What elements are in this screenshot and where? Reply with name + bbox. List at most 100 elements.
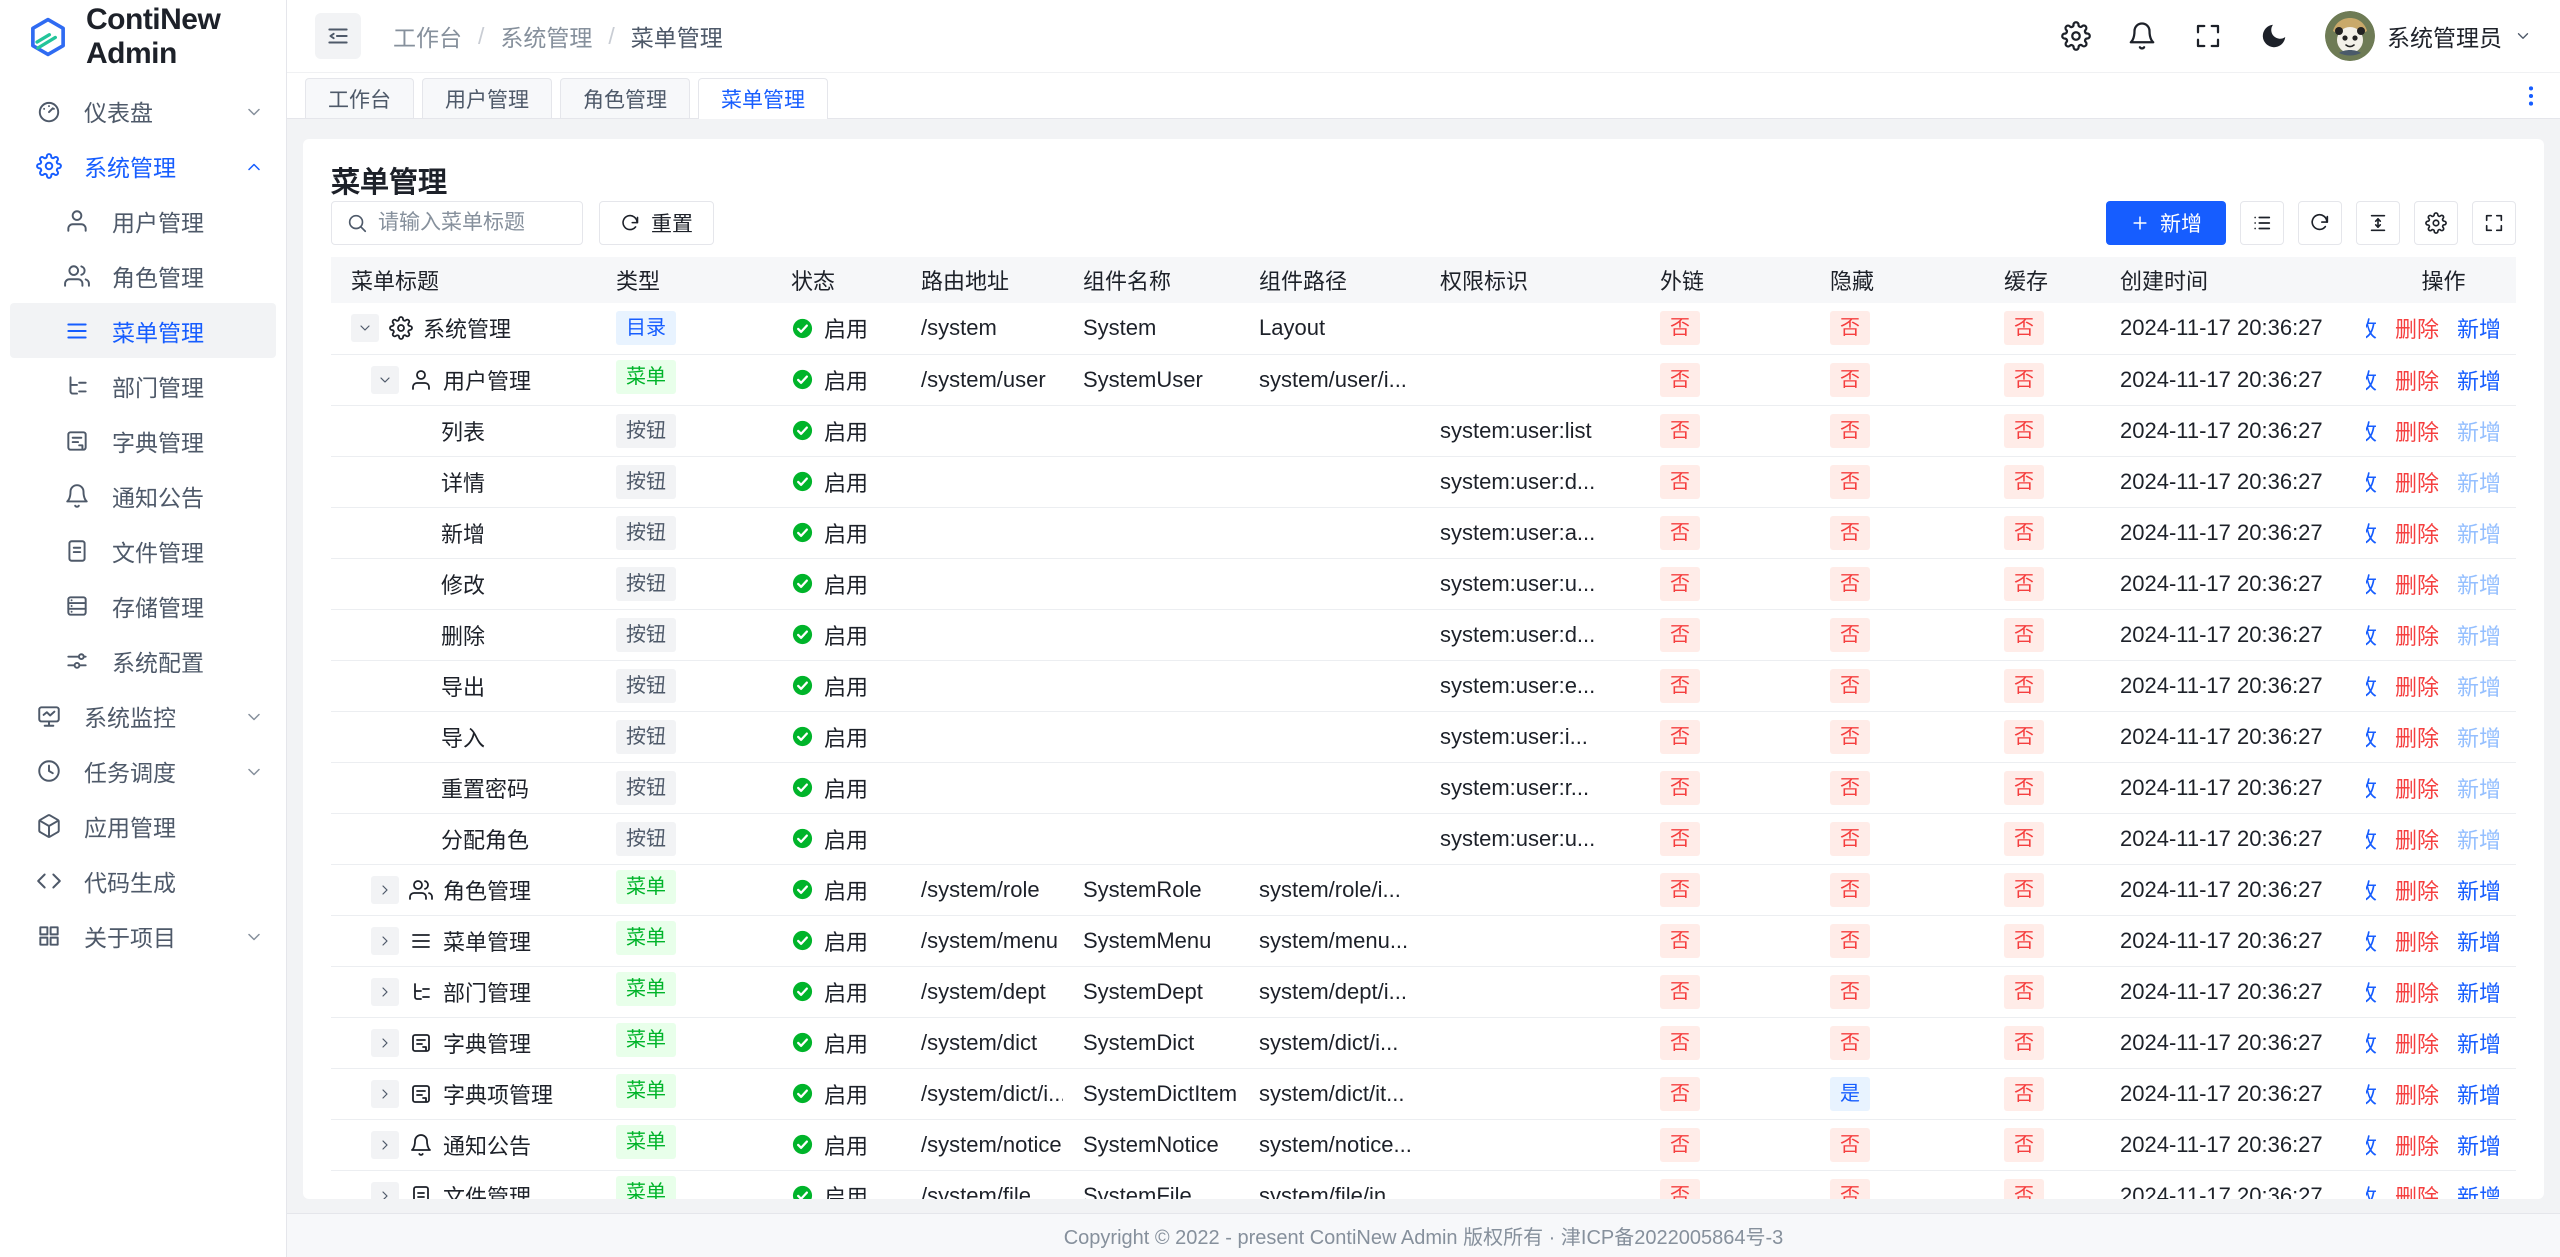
delete-action[interactable]: 删除 bbox=[2395, 619, 2439, 651]
column-header: 权限标识 bbox=[1420, 257, 1640, 303]
column-settings-button[interactable] bbox=[2414, 201, 2458, 245]
add-action[interactable]: 新增 bbox=[2457, 1027, 2501, 1059]
sidebar-item-dept-mgmt[interactable]: 部门管理 bbox=[10, 358, 276, 413]
expand-chevron-right-icon[interactable] bbox=[371, 876, 399, 904]
delete-action[interactable]: 删除 bbox=[2395, 874, 2439, 906]
reset-button[interactable]: 重置 bbox=[599, 201, 714, 245]
tabs-more-icon[interactable] bbox=[2518, 73, 2544, 118]
delete-action[interactable]: 删除 bbox=[2395, 976, 2439, 1008]
sidebar-item-system-config[interactable]: 系统配置 bbox=[10, 633, 276, 688]
breadcrumb-item[interactable]: 菜单管理 bbox=[631, 19, 723, 53]
sidebar-item-monitor[interactable]: 系统监控 bbox=[10, 688, 276, 743]
hidden-badge: 否 bbox=[1830, 363, 1870, 397]
sidebar-item-about[interactable]: 关于项目 bbox=[10, 908, 276, 963]
sidebar-item-dict-mgmt[interactable]: 字典管理 bbox=[10, 413, 276, 468]
delete-action[interactable]: 删除 bbox=[2395, 721, 2439, 753]
expand-chevron-right-icon[interactable] bbox=[371, 927, 399, 955]
add-action[interactable]: 新增 bbox=[2457, 976, 2501, 1008]
delete-action[interactable]: 删除 bbox=[2395, 364, 2439, 396]
edit-action[interactable]: 修改 bbox=[2366, 1027, 2377, 1059]
add-action[interactable]: 新增 bbox=[2457, 874, 2501, 906]
edit-action[interactable]: 修改 bbox=[2366, 670, 2377, 702]
list-view-button[interactable] bbox=[2240, 201, 2284, 245]
sidebar-item-app-mgmt[interactable]: 应用管理 bbox=[10, 798, 276, 853]
settings-icon[interactable] bbox=[2061, 21, 2091, 51]
delete-action[interactable]: 删除 bbox=[2395, 1078, 2439, 1110]
add-action[interactable]: 新增 bbox=[2457, 925, 2501, 957]
add-action[interactable]: 新增 bbox=[2457, 1129, 2501, 1161]
delete-action[interactable]: 删除 bbox=[2395, 415, 2439, 447]
edit-action[interactable]: 修改 bbox=[2366, 1078, 2377, 1110]
sidebar-item-dashboard[interactable]: 仪表盘 bbox=[10, 83, 276, 138]
row-height-button[interactable] bbox=[2356, 201, 2400, 245]
user-menu[interactable]: 系统管理员 bbox=[2325, 11, 2532, 61]
expand-chevron-right-icon[interactable] bbox=[371, 978, 399, 1006]
component-path bbox=[1239, 711, 1420, 762]
edit-action[interactable]: 修改 bbox=[2366, 568, 2377, 600]
sidebar-item-schedule[interactable]: 任务调度 bbox=[10, 743, 276, 798]
edit-action[interactable]: 修改 bbox=[2366, 874, 2377, 906]
delete-action[interactable]: 删除 bbox=[2395, 670, 2439, 702]
expand-chevron-down-icon[interactable] bbox=[371, 366, 399, 394]
sidebar-item-codegen[interactable]: 代码生成 bbox=[10, 853, 276, 908]
created-time: 2024-11-17 20:36:27 bbox=[2100, 660, 2366, 711]
sidebar-item-role-mgmt[interactable]: 角色管理 bbox=[10, 248, 276, 303]
delete-action[interactable]: 删除 bbox=[2395, 1180, 2439, 1200]
delete-action[interactable]: 删除 bbox=[2395, 1027, 2439, 1059]
delete-action[interactable]: 删除 bbox=[2395, 517, 2439, 549]
sidebar-item-user-mgmt[interactable]: 用户管理 bbox=[10, 193, 276, 248]
tab-工作台[interactable]: 工作台 bbox=[305, 78, 414, 118]
tab-用户管理[interactable]: 用户管理 bbox=[422, 78, 552, 118]
tab-角色管理[interactable]: 角色管理 bbox=[560, 78, 690, 118]
expand-chevron-down-icon[interactable] bbox=[351, 314, 379, 342]
edit-action[interactable]: 修改 bbox=[2366, 619, 2377, 651]
sidebar-item-file-mgmt[interactable]: 文件管理 bbox=[10, 523, 276, 578]
tab-菜单管理[interactable]: 菜单管理 bbox=[698, 78, 828, 118]
delete-action[interactable]: 删除 bbox=[2395, 772, 2439, 804]
delete-action[interactable]: 删除 bbox=[2395, 466, 2439, 498]
expand-chevron-right-icon[interactable] bbox=[371, 1080, 399, 1108]
sidebar-item-menu-mgmt[interactable]: 菜单管理 bbox=[10, 303, 276, 358]
delete-action[interactable]: 删除 bbox=[2395, 312, 2439, 344]
avatar[interactable] bbox=[2325, 11, 2375, 61]
table-fullscreen-button[interactable] bbox=[2472, 201, 2516, 245]
add-action[interactable]: 新增 bbox=[2457, 1078, 2501, 1110]
search-input[interactable] bbox=[378, 211, 568, 235]
notification-bell-icon[interactable] bbox=[2127, 21, 2157, 51]
edit-action[interactable]: 修改 bbox=[2366, 721, 2377, 753]
sidebar-item-notice[interactable]: 通知公告 bbox=[10, 468, 276, 523]
edit-action[interactable]: 修改 bbox=[2366, 466, 2377, 498]
edit-action[interactable]: 修改 bbox=[2366, 772, 2377, 804]
sidebar-item-label: 系统管理 bbox=[84, 149, 176, 183]
sidebar-collapse-button[interactable] bbox=[315, 13, 361, 59]
breadcrumb-item[interactable]: 工作台 bbox=[393, 19, 462, 53]
edit-action[interactable]: 修改 bbox=[2366, 925, 2377, 957]
edit-action[interactable]: 修改 bbox=[2366, 976, 2377, 1008]
delete-action[interactable]: 删除 bbox=[2395, 925, 2439, 957]
add-action[interactable]: 新增 bbox=[2457, 312, 2501, 344]
sidebar-item-system[interactable]: 系统管理 bbox=[10, 138, 276, 193]
fullscreen-icon[interactable] bbox=[2193, 21, 2223, 51]
add-action: 新增 bbox=[2457, 721, 2501, 753]
add-action[interactable]: 新增 bbox=[2457, 364, 2501, 396]
breadcrumb-item[interactable]: 系统管理 bbox=[500, 19, 592, 53]
delete-action[interactable]: 删除 bbox=[2395, 823, 2439, 855]
dark-mode-moon-icon[interactable] bbox=[2259, 21, 2289, 51]
edit-action[interactable]: 修改 bbox=[2366, 1129, 2377, 1161]
add-button[interactable]: 新增 bbox=[2106, 201, 2226, 245]
add-action: 新增 bbox=[2457, 619, 2501, 651]
edit-action[interactable]: 修改 bbox=[2366, 823, 2377, 855]
delete-action[interactable]: 删除 bbox=[2395, 1129, 2439, 1161]
delete-action[interactable]: 删除 bbox=[2395, 568, 2439, 600]
expand-chevron-right-icon[interactable] bbox=[371, 1182, 399, 1200]
refresh-table-button[interactable] bbox=[2298, 201, 2342, 245]
edit-action[interactable]: 修改 bbox=[2366, 1180, 2377, 1200]
edit-action[interactable]: 修改 bbox=[2366, 364, 2377, 396]
edit-action[interactable]: 修改 bbox=[2366, 312, 2377, 344]
sidebar-item-storage-mgmt[interactable]: 存储管理 bbox=[10, 578, 276, 633]
add-action[interactable]: 新增 bbox=[2457, 1180, 2501, 1200]
expand-chevron-right-icon[interactable] bbox=[371, 1029, 399, 1057]
expand-chevron-right-icon[interactable] bbox=[371, 1131, 399, 1159]
edit-action[interactable]: 修改 bbox=[2366, 415, 2377, 447]
edit-action[interactable]: 修改 bbox=[2366, 517, 2377, 549]
